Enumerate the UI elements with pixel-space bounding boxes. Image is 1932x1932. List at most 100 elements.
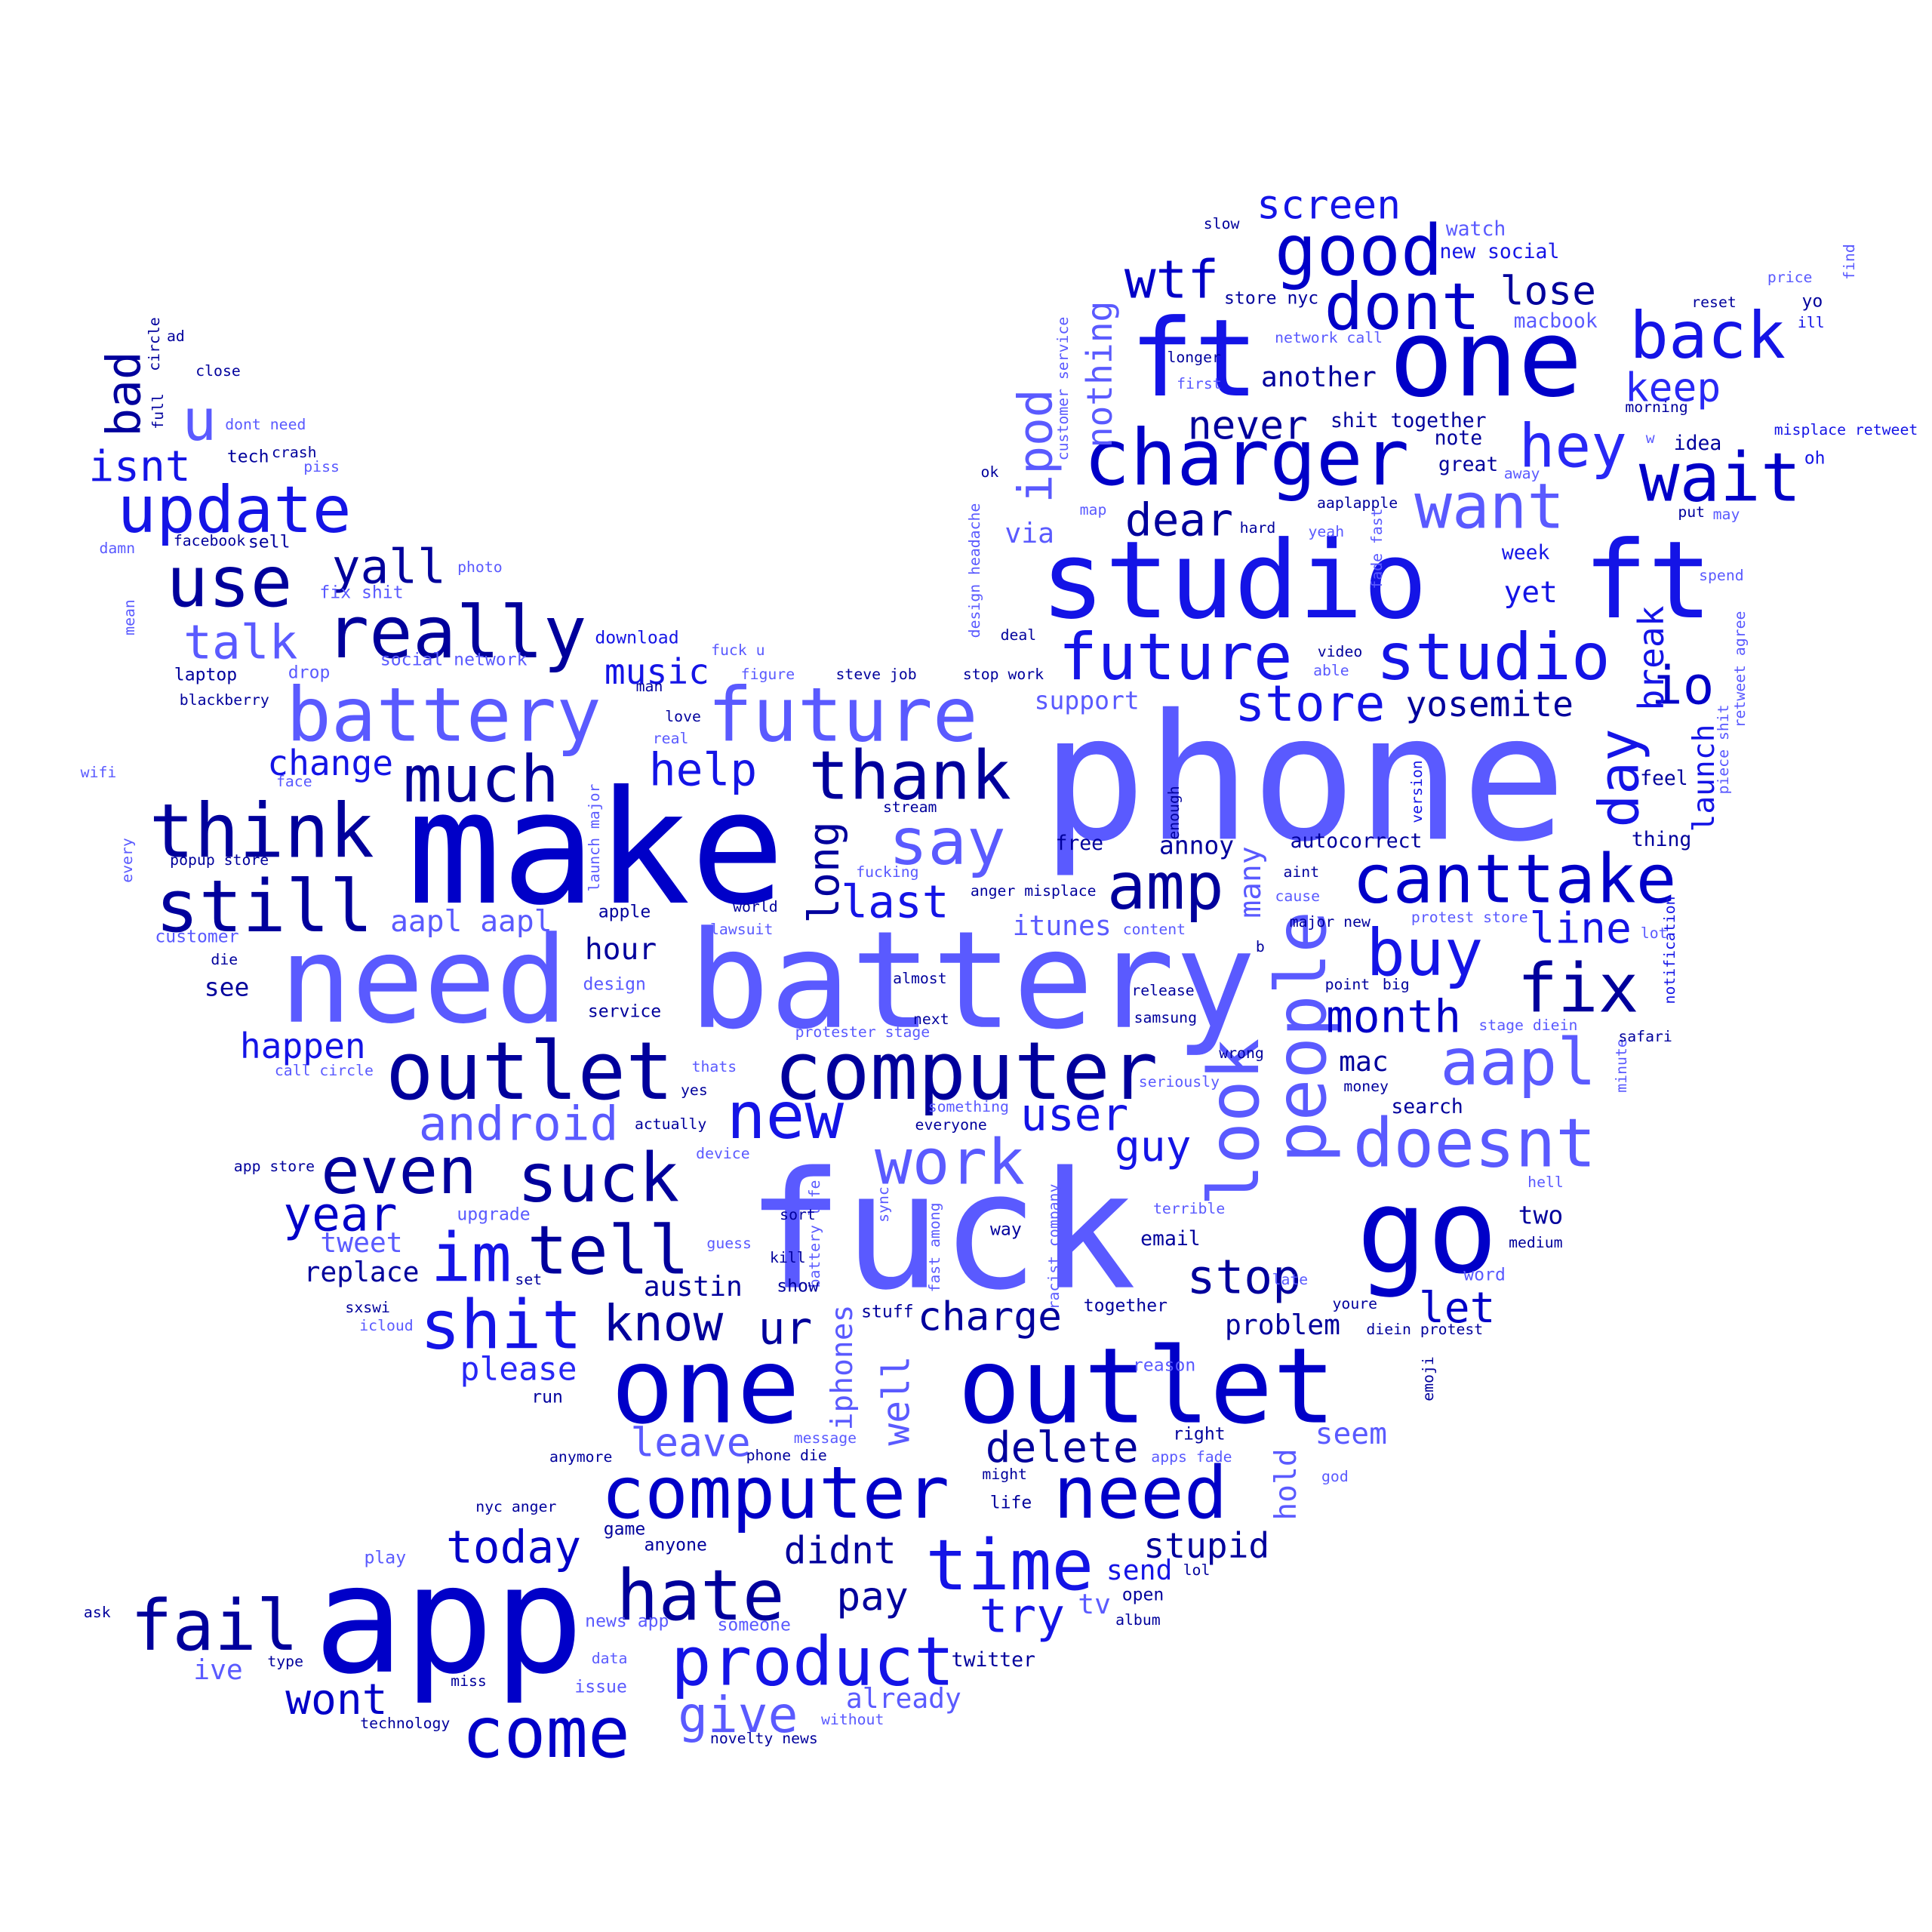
cloud-word: samsung xyxy=(1134,1009,1197,1027)
cloud-word: back xyxy=(1629,297,1786,374)
cloud-word: die xyxy=(211,950,238,968)
cloud-word: issue xyxy=(574,1677,627,1697)
cloud-word: safari xyxy=(1618,1028,1672,1046)
cloud-word: everyone xyxy=(915,1116,987,1134)
cloud-word: please xyxy=(460,1350,577,1389)
cloud-word: via xyxy=(1004,516,1054,549)
cloud-word: break xyxy=(1631,605,1672,711)
cloud-word: email xyxy=(1140,1226,1201,1251)
cloud-word: app xyxy=(313,1532,584,1707)
cloud-word: hate xyxy=(616,1554,785,1636)
cloud-word: type xyxy=(267,1652,304,1670)
cloud-word: device xyxy=(696,1145,750,1163)
cloud-word: fix xyxy=(1517,949,1639,1029)
cloud-word: great xyxy=(1438,452,1499,476)
cloud-word: long xyxy=(800,821,850,924)
cloud-word: facebook xyxy=(173,531,246,549)
cloud-word: content xyxy=(1122,921,1186,939)
cloud-word: make xyxy=(406,757,786,940)
cloud-word: search xyxy=(1391,1094,1463,1118)
cloud-word: nyc anger xyxy=(475,1497,557,1515)
cloud-word: charger xyxy=(1083,413,1410,503)
cloud-word: seriously xyxy=(1138,1072,1220,1091)
cloud-word: screen xyxy=(1257,182,1401,229)
cloud-word: one xyxy=(1389,296,1583,421)
cloud-word: tell xyxy=(527,1211,690,1291)
cloud-word: tv xyxy=(1078,1587,1111,1620)
cloud-word: never xyxy=(1187,402,1308,449)
cloud-word: send xyxy=(1106,1553,1173,1586)
cloud-word: nothing xyxy=(1078,300,1120,448)
cloud-word: misplace retweet xyxy=(1774,420,1918,438)
cloud-word: line xyxy=(1529,903,1632,953)
cloud-word: new xyxy=(726,1078,844,1154)
cloud-word: network call xyxy=(1275,328,1383,346)
cloud-word: problem xyxy=(1225,1308,1340,1341)
cloud-word: macbook xyxy=(1513,309,1598,333)
cloud-word: figure xyxy=(740,665,795,683)
cloud-word: next xyxy=(912,1011,949,1029)
cloud-word: lawsuit xyxy=(710,921,774,939)
cloud-word: update xyxy=(117,472,352,549)
cloud-word: hard xyxy=(1239,519,1276,537)
cloud-word: piece shit xyxy=(1715,704,1733,795)
cloud-word: call circle xyxy=(274,1061,374,1079)
cloud-word: yet xyxy=(1503,575,1558,611)
cloud-word: idea xyxy=(1673,431,1722,455)
cloud-word: pay xyxy=(836,1574,909,1620)
cloud-word: week xyxy=(1501,541,1550,565)
cloud-word: computer xyxy=(601,1450,949,1535)
cloud-word: able xyxy=(1313,661,1349,679)
cloud-word: want xyxy=(1414,470,1565,543)
cloud-word: protest store xyxy=(1411,908,1528,926)
cloud-word: ipod xyxy=(1008,389,1063,503)
cloud-word: racist company xyxy=(1045,1183,1063,1309)
cloud-word: right xyxy=(1173,1424,1226,1444)
cloud-word: fix shit xyxy=(319,583,404,603)
cloud-word: upgrade xyxy=(457,1204,531,1225)
cloud-word: many xyxy=(1233,846,1269,918)
cloud-word: circle xyxy=(145,317,163,371)
cloud-word: sell xyxy=(248,531,291,552)
cloud-word: diein protest xyxy=(1366,1321,1484,1339)
cloud-word: sxswi xyxy=(345,1298,390,1316)
cloud-word: future xyxy=(707,672,978,759)
cloud-word: full xyxy=(149,393,167,429)
cloud-word: austin xyxy=(643,1269,743,1303)
cloud-word: wont xyxy=(285,1675,388,1724)
cloud-word: love xyxy=(665,707,701,725)
cloud-word: leave xyxy=(630,1420,751,1466)
cloud-word: map xyxy=(1079,500,1107,518)
cloud-word: away xyxy=(1503,464,1540,482)
cloud-word: price xyxy=(1767,269,1813,287)
cloud-word: almost xyxy=(893,969,947,987)
cloud-word: service xyxy=(587,1001,662,1022)
cloud-word: fuck u xyxy=(711,641,765,660)
cloud-word: yall xyxy=(331,539,446,595)
cloud-word: w xyxy=(1645,429,1655,448)
cloud-word: face xyxy=(275,772,312,790)
cloud-word: think xyxy=(149,788,374,875)
cloud-word: wtf xyxy=(1124,249,1220,310)
cloud-word: happen xyxy=(239,1025,366,1066)
cloud-word: terrible xyxy=(1152,1200,1226,1218)
cloud-word: major new xyxy=(1289,913,1371,931)
cloud-word: ft xyxy=(1583,518,1712,643)
cloud-word: minute xyxy=(1612,1038,1630,1093)
cloud-word: watch xyxy=(1445,217,1506,241)
cloud-word: try xyxy=(979,1588,1066,1644)
cloud-word: another xyxy=(1260,361,1377,394)
cloud-word: let xyxy=(1418,1284,1496,1334)
cloud-word: actually xyxy=(634,1115,707,1133)
cloud-word: late xyxy=(1272,1271,1309,1289)
cloud-word: battery xyxy=(286,672,601,759)
cloud-word: hour xyxy=(584,931,657,967)
cloud-word: way xyxy=(990,1220,1022,1240)
cloud-word: message xyxy=(793,1429,857,1447)
cloud-word: fuck xyxy=(746,1137,1137,1326)
cloud-word: yeah xyxy=(1308,523,1345,541)
cloud-word: store xyxy=(1235,675,1386,734)
cloud-word: thing xyxy=(1631,827,1692,851)
cloud-word: month xyxy=(1325,990,1462,1043)
cloud-word: slow xyxy=(1203,215,1240,233)
